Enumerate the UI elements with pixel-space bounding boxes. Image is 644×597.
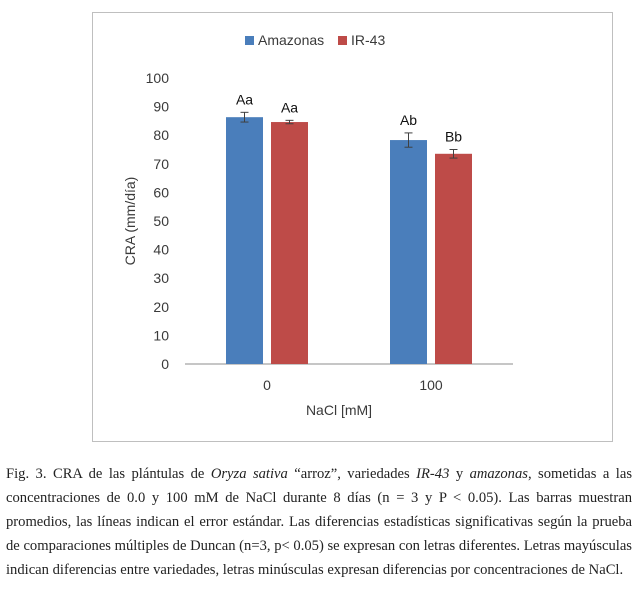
figure-caption: Fig. 3. CRA de las plántulas de Oryza sa… (6, 462, 632, 582)
legend-label-amazonas: Amazonas (258, 32, 324, 48)
caption-label: Fig. 3. (6, 466, 47, 482)
x-axis-title: NaCl [mM] (306, 402, 372, 418)
x-tick-label-0: 0 (263, 377, 271, 393)
bar-chart: 0 10 20 30 40 50 60 70 80 90 100 Aa Aa 0 Ab Bb 100 NaCl [… (122, 32, 513, 418)
y-tick-label-70: 70 (153, 156, 169, 172)
data-label-amazonas-100: Ab (400, 112, 417, 128)
data-label-ir-43-100: Bb (445, 129, 462, 145)
x-tick-label-100: 100 (419, 377, 443, 393)
legend-swatch-amazonas (245, 36, 254, 45)
data-label-amazonas-0: Aa (236, 91, 253, 107)
caption-text-3: y (449, 466, 470, 482)
caption-text-2: “arroz”, variedades (287, 466, 417, 482)
data-label-ir-43-0: Aa (281, 99, 298, 115)
y-tick-label-100: 100 (146, 70, 170, 86)
y-axis-title: CRA (mm/día) (122, 177, 138, 266)
bar-ir-43-100 (435, 153, 472, 364)
caption-text-1: CRA de las plántulas de (46, 466, 211, 482)
bar-amazonas-0 (226, 117, 263, 364)
bar-ir-43-0 (271, 122, 308, 364)
y-tick-label-10: 10 (153, 327, 169, 343)
y-tick-label-40: 40 (153, 242, 169, 258)
chart-frame: 0 10 20 30 40 50 60 70 80 90 100 Aa Aa 0 Ab Bb 100 NaCl [… (92, 12, 613, 442)
caption-species: Oryza sativa (210, 466, 288, 482)
y-tick-label-60: 60 (153, 184, 169, 200)
legend-swatch-ir-43 (338, 36, 347, 45)
y-tick-label-30: 30 (153, 270, 169, 286)
legend-label-ir-43: IR-43 (351, 32, 385, 48)
y-tick-label-0: 0 (161, 356, 169, 372)
y-tick-label-90: 90 (153, 99, 169, 115)
y-tick-label-50: 50 (153, 213, 169, 229)
y-tick-label-80: 80 (153, 127, 169, 143)
y-tick-label-20: 20 (153, 299, 169, 315)
caption-variety-2: amazonas (469, 466, 528, 482)
caption-variety-1: IR-43 (416, 466, 450, 482)
bar-amazonas-100 (390, 140, 427, 364)
caption-text-4: , sometidas a las concentraciones de 0.0… (6, 466, 632, 578)
